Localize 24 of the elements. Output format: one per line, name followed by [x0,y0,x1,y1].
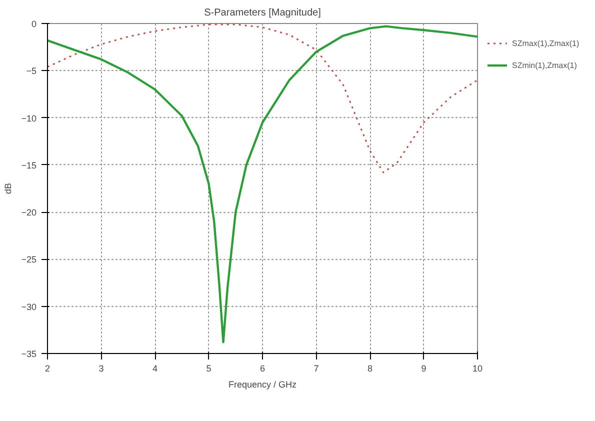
y-tick-label: −30 [21,302,37,312]
x-tick-label: 6 [260,364,266,374]
x-tick-label: 4 [152,364,158,374]
y-tick-label: −15 [21,160,37,170]
x-axis-title: Frequency / GHz [228,380,298,390]
x-tick-label: 9 [421,364,426,374]
legend-label: SZmin(1),Zmax(1) [512,60,577,70]
x-tick-label: 8 [367,364,373,374]
y-tick-label: −10 [21,113,37,124]
line-series [48,24,478,174]
y-tick-label: −5 [26,66,37,76]
x-tick-label: 10 [472,364,483,374]
y-tick-label: −35 [21,349,37,359]
x-tick-label: 5 [206,364,212,374]
y-axis-title: dB [3,182,14,194]
y-tick-label: −20 [21,208,37,218]
x-tick-label: 3 [98,364,104,374]
x-tick-label: 7 [314,364,319,374]
x-tick-label: 2 [44,364,50,374]
legend-label: SZmax(1),Zmax(1) [512,38,580,48]
chart-title: S-Parameters [Magnitude] [204,8,322,18]
y-tick-label: −25 [21,254,37,265]
y-tick-label: 0 [31,19,37,29]
line-series [48,25,478,344]
